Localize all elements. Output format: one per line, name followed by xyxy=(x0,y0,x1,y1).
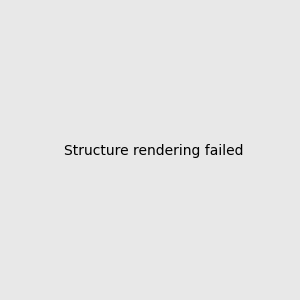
Text: Structure rendering failed: Structure rendering failed xyxy=(64,145,244,158)
